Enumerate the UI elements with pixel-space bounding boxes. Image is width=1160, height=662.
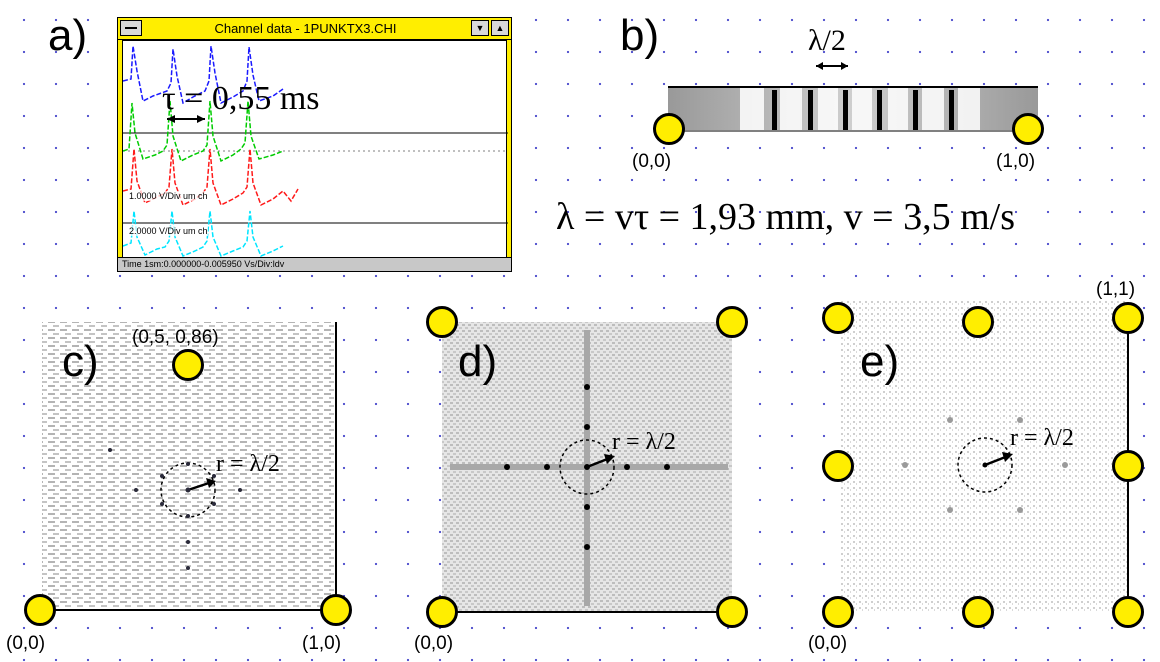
panel-label-d: d) (458, 337, 498, 386)
panel-label-b: b) (620, 11, 660, 60)
coord-c-bl: (0,0) (6, 633, 46, 654)
coord-c-top: (0,5, 0,86) (132, 327, 219, 348)
node-c-bl (24, 594, 56, 626)
node-e-bm (962, 596, 994, 628)
coord-b-right: (1,0) (996, 151, 1036, 172)
node-d-tr (716, 306, 748, 338)
node-d-tl (426, 306, 458, 338)
channel-data-window[interactable]: Channel data - 1PUNKTX3.CHI ▼ ▲ 1.0000 V… (117, 17, 512, 272)
trace-red (123, 148, 299, 207)
plot-area: 1.0000 V/Div um ch 2.0000 V/Div um ch (122, 40, 508, 267)
channel-label-4: 2.0000 V/Div um ch (129, 226, 208, 236)
node-c-top (172, 349, 204, 381)
node-e-ml (822, 450, 854, 482)
system-menu-icon[interactable] (120, 20, 142, 36)
window-titlebar[interactable]: Channel data - 1PUNKTX3.CHI ▼ ▲ (118, 18, 511, 40)
node-e-br (1112, 596, 1144, 628)
coord-c-br: (1,0) (302, 633, 342, 654)
node-d-br (716, 596, 748, 628)
coord-d-bl: (0,0) (414, 633, 454, 654)
node-e-mr (1112, 450, 1144, 482)
window-title: Channel data - 1PUNKTX3.CHI (214, 21, 397, 36)
traces-svg (123, 45, 508, 257)
node-c-br (320, 594, 352, 626)
channel-label-3: 1.0000 V/Div um ch (129, 191, 208, 201)
coord-e-bl: (0,0) (808, 633, 848, 654)
minimize-button[interactable]: ▼ (471, 20, 489, 36)
panel-label-e: e) (860, 337, 900, 386)
node-e-bl (822, 596, 854, 628)
node-b-right (1012, 113, 1044, 145)
radius-label-e: r = λ/2 (1010, 425, 1074, 451)
node-e-tm (962, 306, 994, 338)
node-d-bl (426, 596, 458, 628)
status-bar: Time 1sm:0.000000-0.005950 Vs/Div:ldv (118, 257, 511, 271)
trace-blue (123, 45, 284, 105)
radius-label-c: r = λ/2 (216, 451, 280, 477)
coord-b-left: (0,0) (632, 151, 672, 172)
node-e-tr (1112, 302, 1144, 334)
panel-label-c: c) (62, 337, 99, 386)
standing-wave-strip (668, 88, 1038, 130)
tau-label: τ = 0,55 ms (162, 80, 320, 117)
node-b-left (653, 113, 685, 145)
lambda-half-label: λ/2 (808, 24, 846, 57)
maximize-button[interactable]: ▲ (491, 20, 509, 36)
panel-label-a: a) (48, 11, 88, 60)
trace-cyan (123, 210, 284, 257)
node-e-tl (822, 302, 854, 334)
radius-label-d: r = λ/2 (612, 429, 676, 455)
coord-e-tr: (1,1) (1096, 279, 1136, 300)
wave-formula: λ = vτ = 1,93 mm, v = 3,5 m/s (556, 196, 1016, 238)
trace-green (123, 100, 284, 163)
